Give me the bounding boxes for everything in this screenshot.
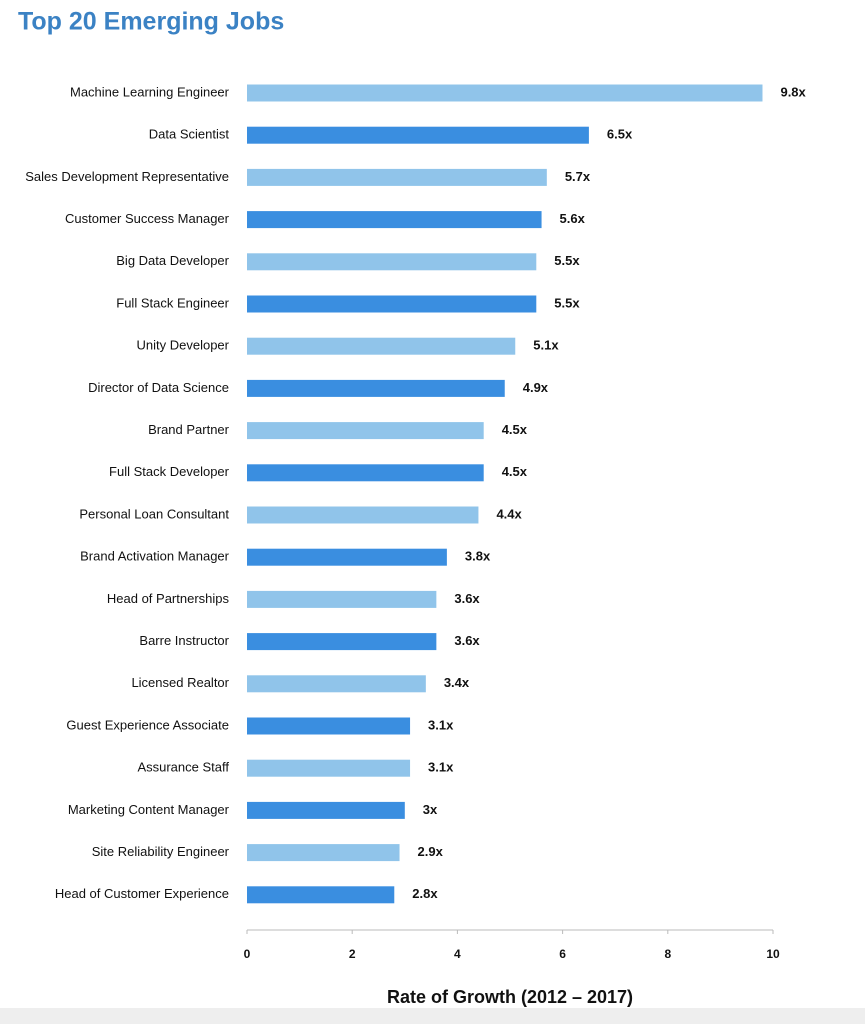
bar — [247, 590, 437, 608]
value-label: 3.1x — [428, 717, 454, 732]
category-label: Site Reliability Engineer — [92, 844, 230, 859]
category-label: Unity Developer — [137, 338, 230, 353]
value-label: 9.8x — [780, 84, 806, 99]
category-label: Sales Development Representative — [25, 169, 229, 184]
bar — [247, 295, 537, 313]
bar — [247, 506, 479, 524]
category-label: Machine Learning Engineer — [70, 84, 230, 99]
category-label: Barre Instructor — [139, 633, 229, 648]
bar — [247, 717, 411, 735]
category-label: Assurance Staff — [137, 760, 229, 775]
value-label: 2.8x — [412, 886, 438, 901]
value-label: 5.6x — [560, 211, 586, 226]
value-label: 3.8x — [465, 549, 491, 564]
bar — [247, 211, 542, 229]
category-label: Brand Partner — [148, 422, 230, 437]
bar — [247, 337, 516, 355]
bar — [247, 844, 400, 862]
chart-title: Top 20 Emerging Jobs — [18, 8, 284, 36]
value-label: 3.6x — [454, 633, 480, 648]
bar — [247, 759, 411, 777]
footer-band — [0, 1008, 865, 1024]
bar — [247, 464, 484, 482]
bar — [247, 675, 426, 693]
value-label: 4.9x — [523, 380, 549, 395]
value-label: 4.4x — [496, 506, 522, 521]
value-label: 3.4x — [444, 675, 470, 690]
category-label: Big Data Developer — [116, 253, 229, 268]
category-label: Marketing Content Manager — [68, 802, 230, 817]
value-label: 5.7x — [565, 169, 591, 184]
value-label: 4.5x — [502, 464, 528, 479]
value-label: 5.5x — [554, 295, 580, 310]
value-label: 5.5x — [554, 253, 580, 268]
bar — [247, 84, 763, 102]
value-label: 5.1x — [533, 338, 559, 353]
x-tick-label: 2 — [349, 947, 356, 961]
bar — [247, 253, 537, 271]
value-label: 3x — [423, 802, 438, 817]
category-label: Full Stack Engineer — [116, 295, 229, 310]
value-label: 3.1x — [428, 760, 454, 775]
category-label: Licensed Realtor — [131, 675, 229, 690]
category-label: Customer Success Manager — [65, 211, 230, 226]
x-tick-label: 0 — [244, 947, 251, 961]
bar — [247, 801, 405, 819]
x-tick-label: 10 — [766, 947, 780, 961]
bar — [247, 633, 437, 651]
x-tick-label: 8 — [664, 947, 671, 961]
value-label: 3.6x — [454, 591, 480, 606]
x-tick-label: 4 — [454, 947, 461, 961]
bar — [247, 168, 547, 186]
bar — [247, 422, 484, 440]
bar — [247, 126, 589, 144]
bar — [247, 379, 505, 397]
bar — [247, 886, 395, 904]
bar — [247, 548, 447, 566]
value-label: 4.5x — [502, 422, 528, 437]
category-label: Head of Partnerships — [107, 591, 230, 606]
category-label: Guest Experience Associate — [66, 717, 229, 732]
x-tick-label: 6 — [559, 947, 566, 961]
x-axis-label: Rate of Growth (2012 – 2017) — [387, 987, 633, 1007]
category-label: Full Stack Developer — [109, 464, 230, 479]
category-label: Data Scientist — [149, 127, 230, 142]
value-label: 6.5x — [607, 127, 633, 142]
category-label: Personal Loan Consultant — [79, 506, 229, 521]
category-label: Brand Activation Manager — [80, 549, 230, 564]
value-label: 2.9x — [418, 844, 444, 859]
category-label: Head of Customer Experience — [55, 886, 229, 901]
category-label: Director of Data Science — [88, 380, 229, 395]
